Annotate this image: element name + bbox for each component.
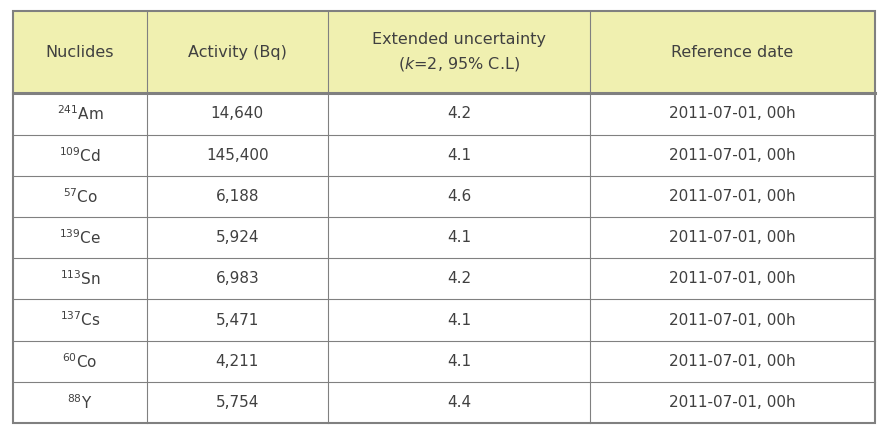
Text: 2011-07-01, 00h: 2011-07-01, 00h [670,148,796,163]
Text: 2011-07-01, 00h: 2011-07-01, 00h [670,106,796,122]
Text: 145,400: 145,400 [206,148,268,163]
Text: 6,983: 6,983 [216,271,259,286]
Text: $^{137}$Cs: $^{137}$Cs [59,311,100,329]
Text: 5,754: 5,754 [216,395,259,410]
Text: 4.1: 4.1 [447,312,472,328]
Text: Activity (Bq): Activity (Bq) [188,45,287,59]
Text: 5,924: 5,924 [216,230,259,245]
Text: Nuclides: Nuclides [46,45,115,59]
Text: $^{88}$Y: $^{88}$Y [67,393,92,412]
Text: $^{113}$Sn: $^{113}$Sn [59,270,100,288]
Text: $^{139}$Ce: $^{139}$Ce [59,228,101,247]
Text: ($k$=2, 95% C.L): ($k$=2, 95% C.L) [398,55,520,73]
Text: 4.2: 4.2 [447,106,472,122]
Text: 4,211: 4,211 [216,354,259,369]
Text: 4.6: 4.6 [447,189,472,204]
Text: 2011-07-01, 00h: 2011-07-01, 00h [670,312,796,328]
Text: 6,188: 6,188 [216,189,259,204]
Text: 5,471: 5,471 [216,312,259,328]
Text: $^{57}$Co: $^{57}$Co [63,187,98,206]
Text: $^{60}$Co: $^{60}$Co [62,352,98,371]
Text: $^{109}$Cd: $^{109}$Cd [59,146,101,164]
Text: 4.1: 4.1 [447,148,472,163]
Text: Extended uncertainty: Extended uncertainty [372,33,546,47]
Text: 4.1: 4.1 [447,230,472,245]
Text: Reference date: Reference date [671,45,794,59]
Text: 4.4: 4.4 [447,395,472,410]
Text: 4.2: 4.2 [447,271,472,286]
Text: 2011-07-01, 00h: 2011-07-01, 00h [670,354,796,369]
Text: 2011-07-01, 00h: 2011-07-01, 00h [670,230,796,245]
Text: $^{241}$Am: $^{241}$Am [57,105,104,123]
Text: 2011-07-01, 00h: 2011-07-01, 00h [670,395,796,410]
Text: 2011-07-01, 00h: 2011-07-01, 00h [670,189,796,204]
Text: 4.1: 4.1 [447,354,472,369]
Text: 14,640: 14,640 [210,106,264,122]
Text: 2011-07-01, 00h: 2011-07-01, 00h [670,271,796,286]
